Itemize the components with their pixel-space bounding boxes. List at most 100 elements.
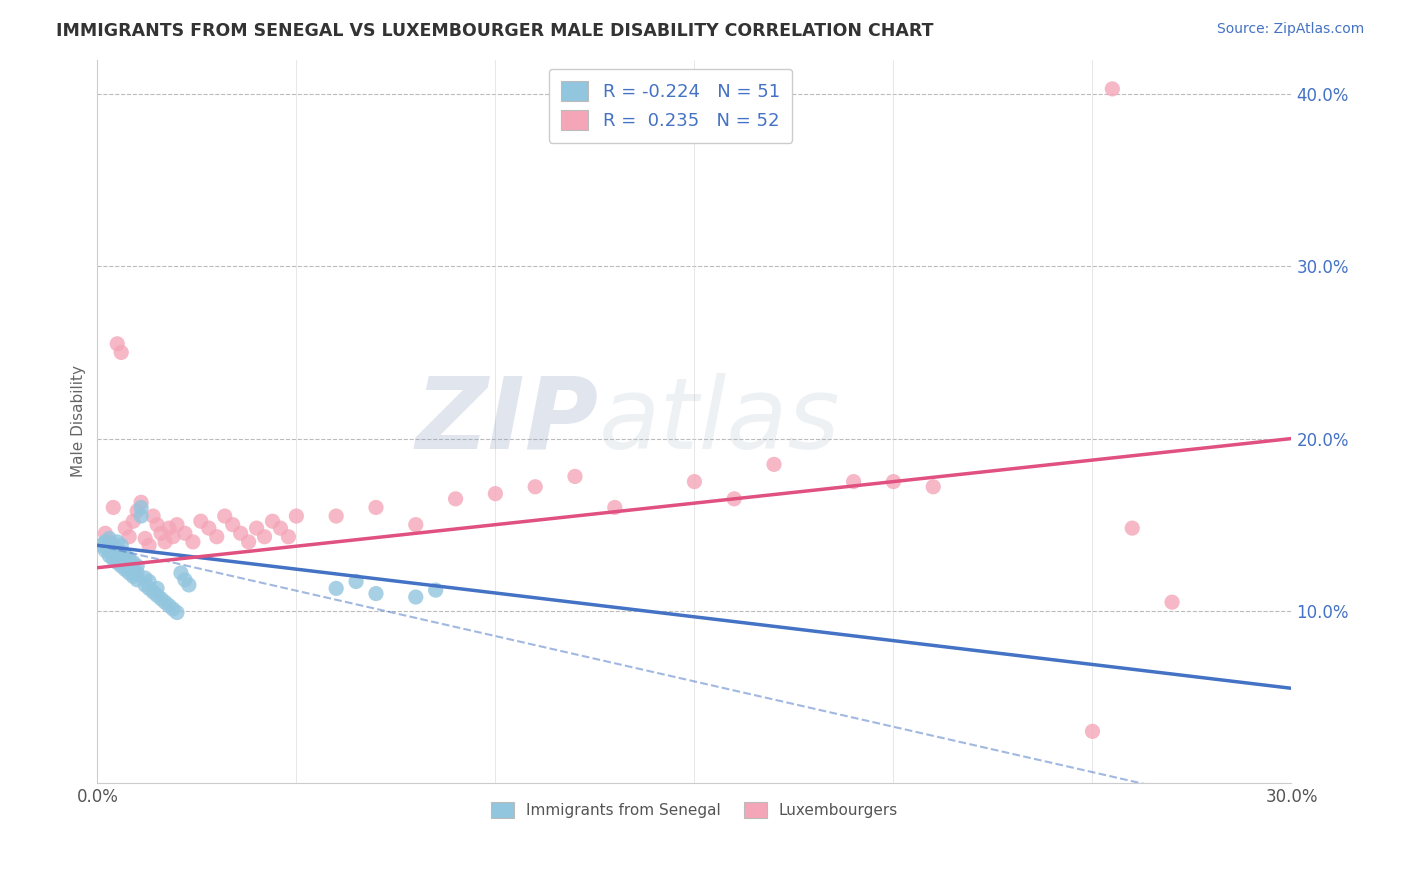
Point xyxy=(325,509,347,524)
Point xyxy=(134,578,156,592)
Point xyxy=(134,571,156,585)
Point xyxy=(683,475,706,489)
Point xyxy=(190,514,212,528)
Point xyxy=(1101,82,1123,96)
Point xyxy=(114,521,136,535)
Point xyxy=(105,556,128,570)
Point xyxy=(138,538,160,552)
Point xyxy=(103,552,125,566)
Point xyxy=(325,582,347,596)
Point xyxy=(444,491,467,506)
Point xyxy=(103,500,125,515)
Point xyxy=(405,517,427,532)
Point xyxy=(153,535,176,549)
Point xyxy=(110,559,132,574)
Point xyxy=(723,491,745,506)
Point xyxy=(98,535,121,549)
Point xyxy=(127,566,149,580)
Point xyxy=(205,530,228,544)
Point xyxy=(524,480,547,494)
Point xyxy=(94,526,117,541)
Point xyxy=(142,585,165,599)
Point xyxy=(221,517,243,532)
Point xyxy=(842,475,865,489)
Point xyxy=(138,582,160,596)
Point xyxy=(603,500,626,515)
Point xyxy=(364,500,387,515)
Point xyxy=(110,538,132,552)
Point xyxy=(105,336,128,351)
Point xyxy=(142,509,165,524)
Point xyxy=(157,521,180,535)
Point xyxy=(162,530,184,544)
Point xyxy=(94,535,117,549)
Point xyxy=(269,521,291,535)
Point xyxy=(105,535,128,549)
Point xyxy=(114,549,136,563)
Text: Source: ZipAtlas.com: Source: ZipAtlas.com xyxy=(1216,22,1364,37)
Point xyxy=(110,552,132,566)
Point xyxy=(166,606,188,620)
Point xyxy=(122,569,145,583)
Point xyxy=(922,480,945,494)
Point xyxy=(105,549,128,563)
Point xyxy=(129,500,152,515)
Point xyxy=(564,469,586,483)
Point xyxy=(763,458,786,472)
Y-axis label: Male Disability: Male Disability xyxy=(72,366,86,477)
Text: IMMIGRANTS FROM SENEGAL VS LUXEMBOURGER MALE DISABILITY CORRELATION CHART: IMMIGRANTS FROM SENEGAL VS LUXEMBOURGER … xyxy=(56,22,934,40)
Point xyxy=(110,345,132,359)
Point xyxy=(882,475,904,489)
Point xyxy=(103,538,125,552)
Point xyxy=(118,566,141,580)
Point xyxy=(214,509,236,524)
Point xyxy=(110,545,132,559)
Point xyxy=(153,595,176,609)
Point xyxy=(127,573,149,587)
Point xyxy=(118,530,141,544)
Point xyxy=(127,504,149,518)
Point xyxy=(405,590,427,604)
Point xyxy=(177,578,200,592)
Point xyxy=(229,526,252,541)
Point xyxy=(122,556,145,570)
Point xyxy=(150,591,173,606)
Point xyxy=(1081,724,1104,739)
Point xyxy=(134,532,156,546)
Point xyxy=(127,559,149,574)
Point xyxy=(98,532,121,546)
Point xyxy=(181,535,204,549)
Point xyxy=(118,559,141,574)
Point xyxy=(146,588,169,602)
Point xyxy=(90,538,112,552)
Point xyxy=(114,562,136,576)
Point xyxy=(146,517,169,532)
Point xyxy=(174,573,197,587)
Point xyxy=(344,574,367,589)
Point xyxy=(138,574,160,589)
Point xyxy=(277,530,299,544)
Point xyxy=(285,509,308,524)
Point xyxy=(94,543,117,558)
Point xyxy=(150,526,173,541)
Point xyxy=(166,517,188,532)
Point xyxy=(245,521,267,535)
Point xyxy=(1161,595,1184,609)
Legend: Immigrants from Senegal, Luxembourgers: Immigrants from Senegal, Luxembourgers xyxy=(484,795,905,826)
Point xyxy=(118,552,141,566)
Text: ZIP: ZIP xyxy=(416,373,599,470)
Point xyxy=(98,541,121,556)
Point xyxy=(162,602,184,616)
Point xyxy=(253,530,276,544)
Point xyxy=(364,586,387,600)
Point xyxy=(122,514,145,528)
Point xyxy=(122,562,145,576)
Text: atlas: atlas xyxy=(599,373,841,470)
Point xyxy=(129,509,152,524)
Point xyxy=(98,549,121,563)
Point xyxy=(1121,521,1143,535)
Point xyxy=(105,541,128,556)
Point xyxy=(103,545,125,559)
Point xyxy=(157,599,180,613)
Point xyxy=(174,526,197,541)
